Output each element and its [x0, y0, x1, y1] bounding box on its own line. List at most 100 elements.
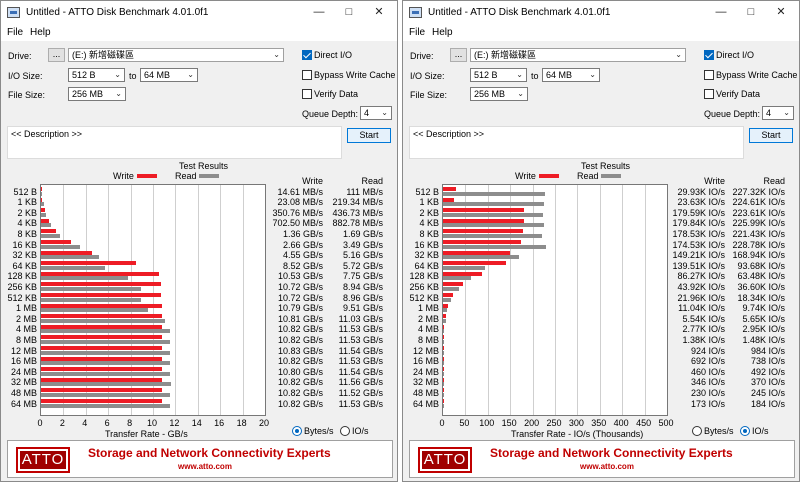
read-bar: [41, 276, 128, 281]
verify-data-label: Verify Data: [716, 89, 761, 99]
write-bar: [41, 356, 163, 361]
write-bar: [41, 240, 71, 244]
browse-button[interactable]: ...: [48, 48, 65, 62]
verify-data-label: Verify Data: [314, 89, 359, 99]
write-value: 11.04K IO/s: [678, 303, 725, 314]
benchmark-window-bytes: Untitled - ATTO Disk Benchmark 4.01.0f1 —…: [0, 0, 398, 482]
io-size-to-select[interactable]: 64 MB ⌄: [140, 68, 198, 82]
bypass-cache-checkbox[interactable]: [302, 70, 312, 80]
verify-data-checkbox[interactable]: [704, 89, 714, 99]
write-bar: [41, 335, 163, 340]
file-size-label: File Size:: [410, 90, 448, 100]
io-size-to-select[interactable]: 64 MB ⌄: [542, 68, 600, 82]
write-value: 5.54K IO/s: [682, 313, 725, 324]
read-bar: [41, 339, 171, 344]
write-bar: [41, 293, 162, 297]
menu-help[interactable]: Help: [432, 27, 453, 38]
drive-select[interactable]: (E:) 新增磁碟區 ⌄: [470, 48, 686, 62]
read-bar: [443, 297, 452, 302]
queue-depth-select[interactable]: 4 ⌄: [762, 106, 794, 120]
write-value: 14.61 MB/s: [277, 186, 323, 197]
io-size-row-label: 12 MB: [412, 345, 439, 356]
close-icon[interactable]: ✕: [374, 6, 384, 18]
io-size-from-select[interactable]: 512 B ⌄: [68, 68, 125, 82]
drive-label: Drive:: [410, 51, 434, 61]
queue-depth-select[interactable]: 4 ⌄: [360, 106, 392, 120]
menu-file[interactable]: File: [409, 27, 426, 38]
file-size-select[interactable]: 256 MB ⌄: [68, 87, 126, 101]
io-size-row-label: 32 MB: [10, 377, 37, 388]
io-per-second-radio[interactable]: [340, 426, 350, 436]
io-size-row-label: 4 KB: [17, 218, 37, 229]
queue-depth-label: Queue Depth:: [704, 109, 761, 119]
direct-io-checkbox[interactable]: [704, 50, 714, 60]
x-tick-label: 6: [104, 418, 110, 428]
read-value: 228.78K IO/s: [732, 239, 785, 250]
x-tick-label: 450: [636, 418, 652, 428]
io-size-row-label: 32 KB: [12, 250, 37, 261]
bytes-per-second-radio[interactable]: [692, 426, 702, 436]
atto-banner[interactable]: ATTO Storage and Network Connectivity Exp…: [409, 440, 795, 478]
write-bar: [443, 229, 523, 234]
read-bar: [41, 191, 43, 196]
file-size-select[interactable]: 256 MB ⌄: [470, 87, 528, 101]
io-size-from-select[interactable]: 512 B ⌄: [470, 68, 527, 82]
bypass-cache-checkbox[interactable]: [704, 70, 714, 80]
browse-button[interactable]: ...: [450, 48, 467, 62]
io-size-row-label: 2 MB: [15, 313, 37, 324]
write-value: 692 IO/s: [690, 356, 725, 367]
write-value: 29.93K IO/s: [677, 186, 725, 197]
write-value: 10.82 GB/s: [277, 377, 323, 388]
read-value: 18.34K IO/s: [737, 292, 785, 303]
io-size-to-value: 64 MB: [546, 70, 573, 80]
io-size-row-label: 64 KB: [12, 260, 37, 271]
menu-file[interactable]: File: [7, 27, 24, 38]
maximize-icon[interactable]: □: [345, 6, 353, 18]
chart-gridline: [175, 185, 176, 415]
read-bar: [443, 212, 544, 217]
write-bar: [41, 346, 163, 350]
menu-help[interactable]: Help: [30, 27, 51, 38]
read-value: 984 IO/s: [750, 345, 785, 356]
bytes-per-second-radio[interactable]: [292, 426, 302, 436]
start-button[interactable]: Start: [347, 128, 391, 143]
read-value: 370 IO/s: [750, 377, 785, 388]
read-bar: [443, 318, 446, 323]
read-value: 227.32K IO/s: [732, 186, 785, 197]
direct-io-checkbox[interactable]: [302, 50, 312, 60]
io-per-second-label: IO/s: [352, 426, 369, 436]
write-value: 179.59K IO/s: [672, 207, 725, 218]
write-value: 2.66 GB/s: [282, 239, 323, 250]
verify-data-checkbox[interactable]: [302, 89, 312, 99]
chart-gridline: [533, 185, 534, 415]
legend-write-label: Write: [515, 171, 536, 181]
io-per-second-radio[interactable]: [740, 426, 750, 436]
description-field[interactable]: << Description >>: [7, 126, 342, 159]
close-icon[interactable]: ✕: [776, 6, 786, 18]
write-value: 346 IO/s: [690, 377, 725, 388]
benchmark-window-io: Untitled - ATTO Disk Benchmark 4.01.0f1 —…: [402, 0, 800, 482]
io-size-row-label: 512 B: [13, 186, 37, 197]
maximize-icon[interactable]: □: [747, 6, 755, 18]
file-size-label: File Size:: [8, 90, 46, 100]
io-size-row-label: 16 KB: [414, 239, 439, 250]
atto-banner[interactable]: ATTO Storage and Network Connectivity Exp…: [7, 440, 393, 478]
io-size-row-label: 12 MB: [10, 345, 37, 356]
start-button[interactable]: Start: [749, 128, 793, 143]
description-field[interactable]: << Description >>: [409, 126, 744, 159]
x-tick-label: 300: [568, 418, 584, 428]
banner-url[interactable]: www.atto.com: [178, 462, 232, 471]
write-bar: [443, 261, 506, 266]
minimize-icon[interactable]: —: [313, 6, 325, 18]
read-bar: [41, 255, 99, 260]
banner-url[interactable]: www.atto.com: [580, 462, 634, 471]
minimize-icon[interactable]: —: [715, 6, 727, 18]
legend-read-swatch: [199, 174, 219, 178]
read-value: 11.54 GB/s: [338, 345, 383, 356]
drive-select[interactable]: (E:) 新增磁碟區 ⌄: [68, 48, 284, 62]
io-size-row-label: 16 KB: [12, 239, 37, 250]
write-value: 10.82 GB/s: [277, 356, 323, 367]
read-value: 5.65K IO/s: [742, 313, 785, 324]
io-size-row-label: 32 MB: [412, 377, 439, 388]
read-bar: [443, 244, 546, 249]
